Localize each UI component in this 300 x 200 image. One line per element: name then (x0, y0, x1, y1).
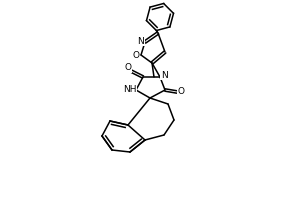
Text: N: N (160, 71, 167, 79)
Text: O: O (124, 64, 131, 72)
Text: O: O (178, 86, 184, 96)
Text: N: N (138, 36, 144, 46)
Text: O: O (133, 51, 140, 60)
Text: NH: NH (123, 84, 137, 94)
